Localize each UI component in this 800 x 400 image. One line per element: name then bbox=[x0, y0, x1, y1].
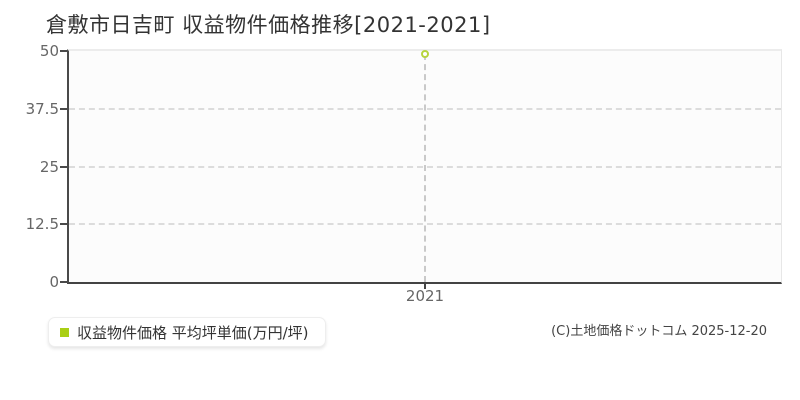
plot-inner bbox=[69, 50, 781, 282]
data-point-2021[interactable] bbox=[421, 50, 429, 59]
y-tick-label: 37.5 bbox=[25, 99, 59, 118]
copyright-text: (C)土地価格ドットコム 2025-12-20 bbox=[551, 324, 767, 339]
y-tick-mark bbox=[60, 281, 68, 283]
y-tick-label: 50 bbox=[39, 42, 59, 60]
y-tick-mark bbox=[60, 165, 68, 168]
y-tick-mark bbox=[60, 50, 68, 52]
legend: 収益物件価格 平均坪単価(万円/坪) bbox=[48, 317, 326, 347]
y-tick-mark bbox=[60, 223, 68, 226]
y-tick-label: 0 bbox=[49, 273, 59, 291]
point-guide-line bbox=[424, 54, 426, 282]
legend-marker-icon bbox=[60, 327, 69, 337]
gridline bbox=[69, 107, 781, 110]
x-axis-label-2021: 2021 bbox=[405, 287, 445, 305]
legend-label: 収益物件価格 平均坪単価(万円/坪) bbox=[77, 323, 309, 342]
x-tick-mark bbox=[424, 284, 426, 289]
chart-title: 倉敷市日吉町 収益物件価格推移[2021-2021] bbox=[46, 13, 491, 37]
y-tick-label: 25 bbox=[39, 157, 59, 176]
gridline bbox=[69, 165, 781, 168]
y-tick-mark bbox=[60, 107, 68, 110]
y-tick-label: 12.5 bbox=[25, 215, 59, 234]
gridline bbox=[69, 223, 781, 226]
plot-area bbox=[67, 49, 782, 284]
y-axis-labels: 0 12.5 25 37.5 50 bbox=[0, 42, 59, 291]
